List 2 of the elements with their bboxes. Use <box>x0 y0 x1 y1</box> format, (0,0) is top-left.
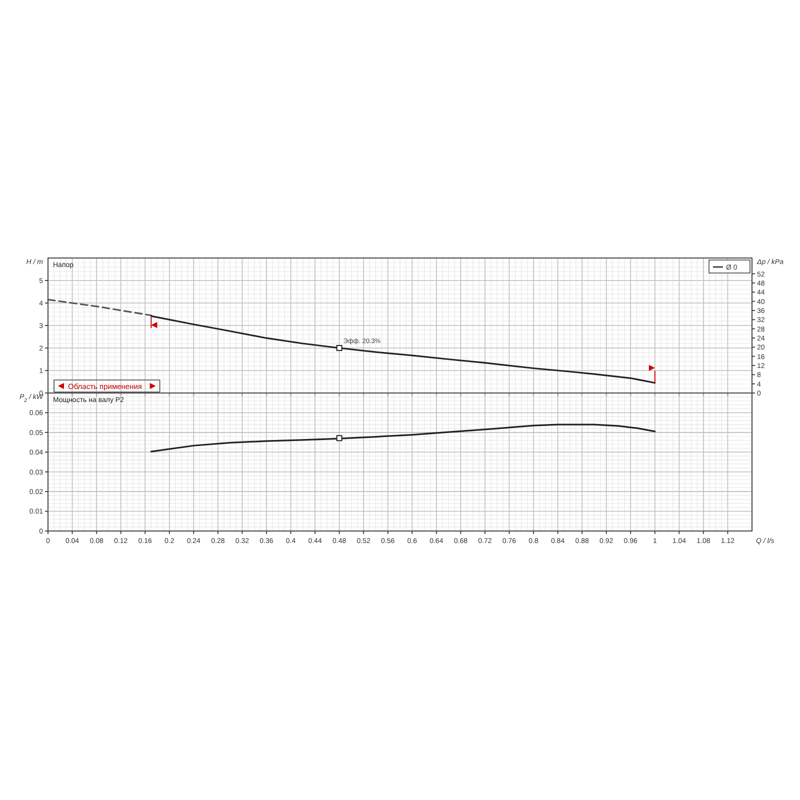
line-series <box>150 424 656 452</box>
line-series <box>150 315 656 384</box>
